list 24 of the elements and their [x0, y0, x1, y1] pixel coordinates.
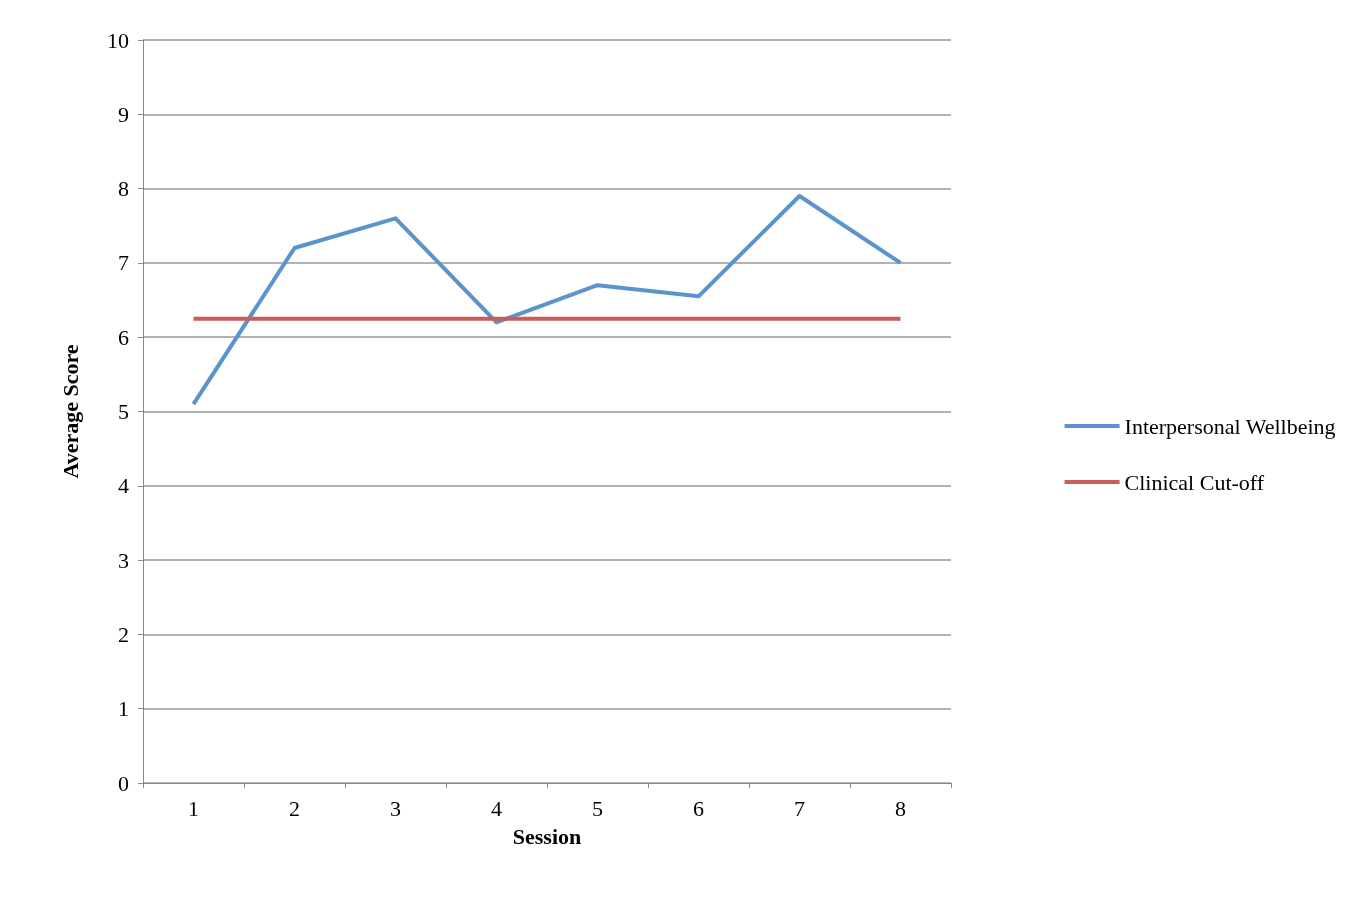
x-tick-label: 7	[794, 795, 805, 821]
y-axis-title: Average Score	[57, 344, 83, 479]
y-tick-label: 6	[118, 324, 129, 350]
x-tick-label: 4	[491, 795, 502, 821]
legend-label: Interpersonal Wellbeing	[1124, 413, 1336, 439]
y-tick-label: 4	[118, 473, 129, 499]
y-tick-label: 5	[118, 399, 129, 424]
y-tick-label: 9	[118, 101, 129, 127]
x-tick-label: 3	[390, 795, 401, 821]
y-tick-label: 1	[118, 696, 129, 722]
x-tick-label: 2	[289, 795, 300, 821]
y-tick-label: 10	[107, 27, 129, 53]
x-tick-label: 6	[693, 795, 704, 821]
y-tick-label: 7	[118, 250, 129, 276]
y-tick-label: 0	[118, 770, 129, 796]
legend-label: Clinical Cut-off	[1124, 469, 1265, 495]
line-series	[191, 194, 903, 407]
x-tick-label: 5	[592, 795, 603, 821]
y-tick-label: 8	[118, 176, 129, 202]
y-tick-label: 2	[118, 621, 129, 647]
y-tick-label: 3	[118, 547, 129, 573]
x-tick-label: 8	[895, 795, 906, 821]
x-tick-label: 1	[188, 795, 199, 821]
x-axis-title: Session	[512, 823, 582, 849]
